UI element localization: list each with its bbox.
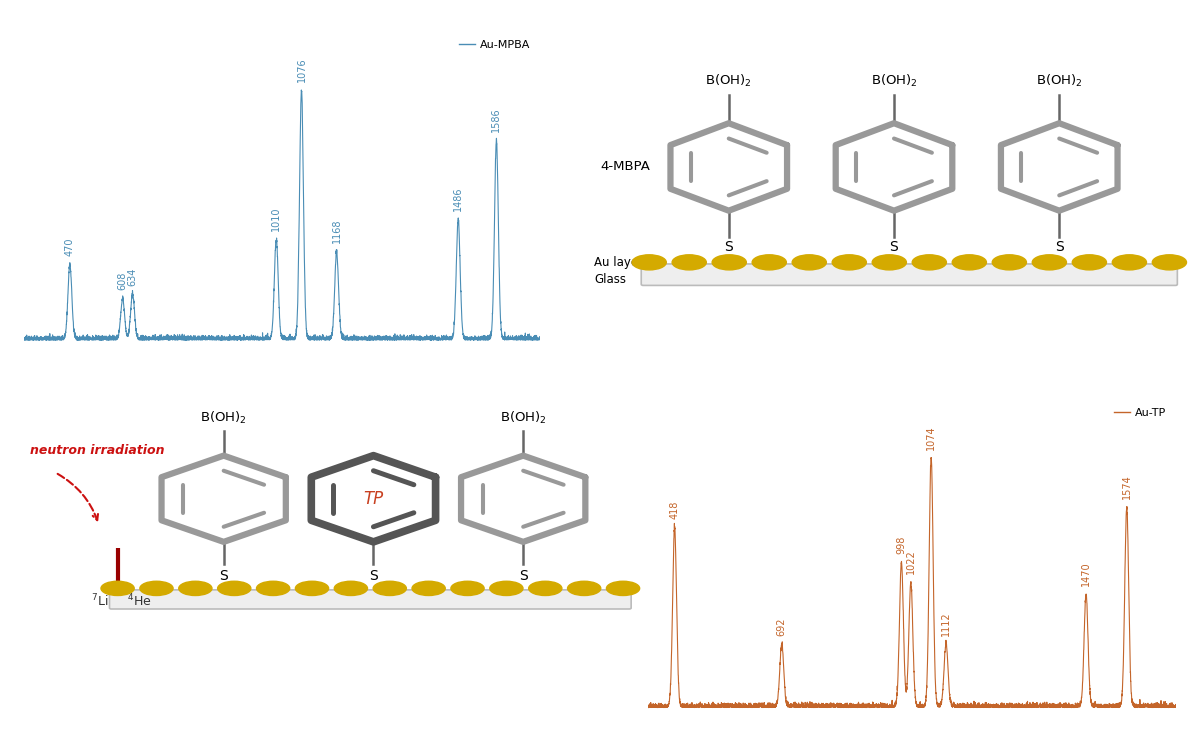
Text: B(OH)$_2$: B(OH)$_2$ (706, 74, 752, 89)
Text: 418: 418 (670, 501, 679, 519)
Ellipse shape (217, 581, 251, 596)
Text: 1022: 1022 (906, 549, 916, 574)
Text: 1470: 1470 (1081, 562, 1091, 586)
Ellipse shape (568, 581, 601, 596)
Ellipse shape (912, 255, 947, 270)
Ellipse shape (712, 255, 746, 270)
Ellipse shape (606, 581, 640, 596)
Text: B(OH)$_2$: B(OH)$_2$ (499, 410, 547, 425)
Ellipse shape (490, 581, 523, 596)
Ellipse shape (179, 581, 212, 596)
Ellipse shape (1032, 255, 1067, 270)
Ellipse shape (373, 581, 407, 596)
Ellipse shape (832, 255, 866, 270)
Text: 634: 634 (127, 267, 138, 286)
Text: B(OH)$_2$: B(OH)$_2$ (200, 410, 247, 425)
Text: Glass: Glass (594, 272, 626, 286)
Ellipse shape (672, 255, 707, 270)
Ellipse shape (992, 255, 1026, 270)
Text: 1168: 1168 (331, 219, 342, 243)
Text: $^7$Li: $^7$Li (91, 592, 108, 609)
Text: 1486: 1486 (454, 187, 463, 211)
Ellipse shape (451, 581, 484, 596)
Text: $^4$He: $^4$He (127, 592, 151, 609)
Legend: Au-MPBA: Au-MPBA (454, 35, 534, 55)
Text: 1112: 1112 (941, 611, 952, 636)
Ellipse shape (1073, 255, 1106, 270)
Text: 1010: 1010 (271, 206, 281, 231)
Text: B(OH)$_2$: B(OH)$_2$ (870, 74, 918, 89)
Ellipse shape (257, 581, 289, 596)
Text: 1574: 1574 (1122, 475, 1132, 500)
Text: S: S (889, 241, 899, 254)
Text: S: S (370, 568, 378, 583)
Text: 1586: 1586 (492, 107, 502, 132)
Text: S: S (1055, 241, 1063, 254)
Ellipse shape (792, 255, 827, 270)
Text: S: S (220, 568, 228, 583)
Ellipse shape (752, 255, 786, 270)
Text: S: S (518, 568, 528, 583)
Text: 608: 608 (118, 272, 127, 290)
Text: Au layer: Au layer (594, 256, 643, 268)
Ellipse shape (412, 581, 445, 596)
Ellipse shape (140, 581, 173, 596)
Ellipse shape (1152, 255, 1187, 270)
Ellipse shape (632, 255, 666, 270)
Text: 1076: 1076 (296, 58, 306, 82)
Text: 692: 692 (776, 617, 787, 636)
FancyBboxPatch shape (109, 590, 631, 609)
Ellipse shape (101, 581, 134, 596)
Legend: Au-TP: Au-TP (1109, 403, 1170, 422)
Ellipse shape (1112, 255, 1146, 270)
FancyBboxPatch shape (641, 264, 1177, 286)
Text: B(OH)$_2$: B(OH)$_2$ (1036, 74, 1082, 89)
Text: 470: 470 (65, 237, 74, 256)
Text: neutron irradiation: neutron irradiation (30, 443, 164, 457)
Ellipse shape (529, 581, 562, 596)
Ellipse shape (335, 581, 367, 596)
Ellipse shape (953, 255, 986, 270)
Text: TP: TP (364, 490, 384, 508)
Ellipse shape (872, 255, 906, 270)
Text: 1074: 1074 (926, 425, 936, 449)
Text: 998: 998 (896, 536, 906, 554)
Ellipse shape (295, 581, 329, 596)
Text: 4-MBPA: 4-MBPA (600, 160, 650, 173)
Text: S: S (725, 241, 733, 254)
